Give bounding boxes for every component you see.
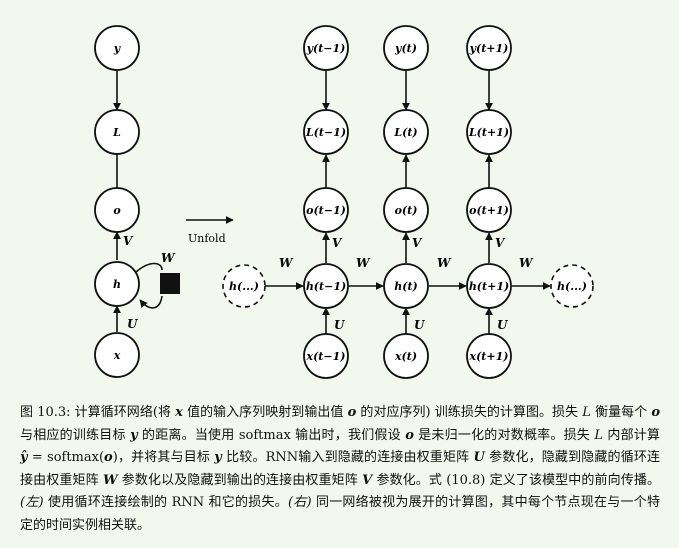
label-x-t-plus-1: x(t+1) (469, 350, 509, 363)
edge-label-U: U (334, 318, 346, 332)
label-y-t-plus-1: y(t+1) (469, 42, 509, 55)
caption-math: U (473, 450, 485, 465)
label-x-t-minus-1: x(t−1) (306, 350, 346, 363)
label-y-t: y(t) (394, 42, 417, 55)
node-y (94, 25, 140, 71)
edge-label-U: U (414, 318, 426, 332)
label-o-t-plus-1: o(t+1) (469, 204, 509, 217)
caption-math: o (104, 450, 113, 465)
node-x-t-minus-1 (303, 333, 349, 379)
caption-math: ŷ (20, 450, 28, 465)
node-L (94, 109, 140, 155)
node-o (94, 187, 140, 233)
node-h-t-minus-1 (303, 263, 349, 309)
node-h (94, 261, 140, 307)
node-x-t (383, 333, 429, 379)
caption-text: = softmax( (27, 450, 105, 465)
caption-math: x (175, 405, 183, 420)
label-h-dots-right: h(...) (557, 280, 587, 293)
figure-caption: 图 10.3: 计算循环网络(将 x 值的输入序列映射到输出值 o 的对应序列)… (20, 402, 660, 537)
label-L-t-plus-1: L(t+1) (468, 126, 509, 139)
caption-math: W (102, 472, 118, 488)
caption-text: 内部计算 (603, 427, 661, 443)
caption-math: o (651, 405, 661, 420)
caption-text: 衡量每个 (590, 405, 652, 420)
node-h-dots-right (550, 264, 594, 308)
caption-text: 同一网络被视为展开的计算图，其中每个节点现在与一个特定的时间实例相关联。 (20, 495, 660, 533)
caption-text: 值的输入序列映射到输出值 (182, 405, 348, 420)
node-L-t-minus-1 (303, 109, 349, 155)
caption-text: 参数化，隐藏到隐藏的循环连接由权重矩阵 (20, 450, 660, 488)
caption-math: y (130, 427, 138, 443)
label-x: x (113, 349, 121, 362)
caption-right-marker: (右) (287, 495, 312, 510)
label-h-t-minus-1: h(t−1) (306, 280, 346, 293)
edge-label-W: W (356, 256, 371, 270)
caption-text: 参数化以及隐藏到输出的连接由权重矩阵 (117, 472, 363, 488)
label-L-t-minus-1: L(t−1) (305, 126, 346, 139)
label-y: y (113, 42, 122, 55)
edge-label-U: U (127, 317, 139, 331)
node-o-t (383, 187, 429, 233)
label-h: h (113, 278, 121, 291)
node-h-dots-left (222, 264, 266, 308)
edge-label-W: W (161, 251, 176, 265)
edge-label-V: V (495, 236, 506, 250)
caption-math: V (362, 472, 373, 488)
label-o: o (113, 204, 120, 217)
node-y-t (383, 25, 429, 71)
caption-math: y (214, 450, 222, 465)
rnn-figure: y L o h x V W U Unfold (94, 25, 594, 379)
edge-label-W: W (279, 256, 294, 270)
caption-text: 参数化。式 (10.8) 定义了该模型中的前向传播。 (372, 472, 660, 488)
folded-graph: y L o h x V W U (94, 25, 180, 378)
caption-text: 图 10.3: 计算循环网络(将 (20, 405, 176, 420)
caption-text: 的距离。当使用 softmax 输出时，我们假设 (137, 427, 406, 443)
edge-label-V: V (412, 236, 423, 250)
label-h-t: h(t) (394, 280, 418, 293)
node-x (94, 332, 140, 378)
node-L-t (383, 109, 429, 155)
edge-label-W: W (437, 256, 452, 270)
node-o-t-minus-1 (303, 187, 349, 233)
caption-math: o (347, 405, 357, 420)
caption-math: L (594, 427, 604, 443)
delay-square (160, 273, 180, 294)
unfolded-graph: y(t−1) y(t) y(t+1) L(t−1) L(t) L(t+1) o(… (222, 25, 594, 379)
caption-math: o (405, 427, 414, 443)
label-h-t-plus-1: h(t+1) (469, 280, 509, 293)
caption-text: 的对应序列) 训练损失的计算图。损失 (356, 405, 583, 420)
node-x-t-plus-1 (466, 333, 512, 379)
node-y-t-plus-1 (466, 25, 512, 71)
node-h-t-plus-1 (466, 263, 512, 309)
node-o-t-plus-1 (466, 187, 512, 233)
edge-label-W: W (519, 256, 534, 270)
edge-label-U: U (497, 318, 509, 332)
edge-label-V: V (123, 234, 134, 248)
label-L: L (112, 126, 121, 139)
caption-math: L (582, 405, 591, 420)
caption-text: 比较。RNN输入到隐藏的连接由权重矩阵 (221, 450, 474, 465)
label-y-t-minus-1: y(t−1) (306, 42, 346, 55)
caption-text: )，并将其与目标 (112, 450, 215, 465)
label-o-t-minus-1: o(t−1) (306, 204, 346, 217)
column-edges (322, 70, 493, 334)
label-h-dots-left: h(...) (229, 280, 259, 293)
edge-label-V: V (332, 236, 343, 250)
node-y-t-minus-1 (303, 25, 349, 71)
label-x-t: x(t) (394, 350, 417, 363)
node-h-t (383, 263, 429, 309)
caption-text: 与相应的训练目标 (20, 427, 131, 443)
label-L-t: L(t) (393, 126, 417, 139)
caption-text: 是未归一化的对数概率。损失 (413, 427, 595, 443)
unfold-label: Unfold (188, 232, 226, 245)
caption-text: 使用循环连接绘制的 RNN 和它的损失。 (43, 495, 288, 510)
caption-left-marker: (左) (20, 495, 44, 510)
node-L-t-plus-1 (466, 109, 512, 155)
label-o-t: o(t) (395, 204, 418, 217)
